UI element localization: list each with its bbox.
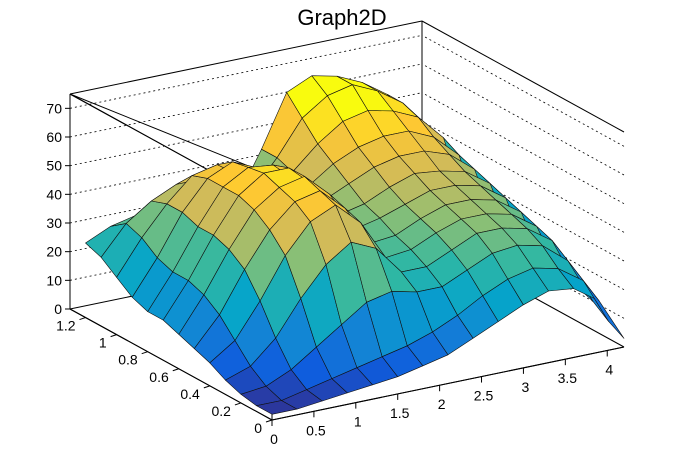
- x-tick-label: 0.5: [306, 422, 326, 438]
- y-tick-label: 0.6: [149, 369, 169, 385]
- z-grid-right: [421, 92, 625, 205]
- y-tick-label: 1.2: [56, 318, 76, 334]
- z-tick-label: 0: [54, 301, 62, 317]
- y-tick-label: 0.2: [211, 403, 231, 419]
- chart-title: Graph2D: [297, 5, 386, 30]
- z-tick-label: 70: [46, 100, 62, 116]
- z-grid-right: [421, 149, 625, 262]
- z-grid-right: [421, 120, 625, 233]
- x-tick-label: 0: [270, 431, 278, 447]
- z-tick-label: 30: [46, 215, 62, 231]
- z-tick-label: 40: [46, 186, 62, 202]
- right-top-edge: [421, 20, 625, 133]
- y-axis-line: [69, 308, 273, 421]
- y-tick-mark: [265, 419, 273, 423]
- x-tick-label: 1.5: [390, 405, 410, 421]
- z-grid-right: [421, 63, 625, 176]
- x-tick-label: 3.5: [558, 370, 578, 386]
- axis-ticks: 00.511.522.533.5400.20.40.60.811.2010203…: [46, 100, 613, 447]
- surface-mesh: [85, 75, 625, 415]
- x-tick-label: 3: [522, 379, 530, 395]
- z-grid-right: [421, 34, 625, 147]
- back-top-edge: [69, 20, 423, 95]
- z-tick-label: 60: [46, 129, 62, 145]
- y-tick-mark: [79, 317, 86, 321]
- z-tick-label: 10: [46, 272, 62, 288]
- z-tick-label: 20: [46, 244, 62, 260]
- y-tick-mark: [234, 402, 242, 406]
- x-tick-label: 2: [438, 396, 446, 412]
- x-tick-label: 4: [605, 361, 613, 377]
- y-tick-label: 0.8: [118, 352, 138, 368]
- y-tick-label: 0: [254, 420, 262, 436]
- y-tick-mark: [110, 334, 117, 338]
- z-tick-label: 50: [46, 158, 62, 174]
- surface-cell: [582, 280, 625, 339]
- y-tick-mark: [203, 385, 211, 389]
- y-tick-label: 1: [99, 335, 107, 351]
- y-tick-label: 0.4: [180, 386, 200, 402]
- x-tick-label: 1: [354, 414, 362, 430]
- y-tick-mark: [172, 368, 179, 372]
- x-tick-label: 2.5: [474, 388, 494, 404]
- y-tick-mark: [141, 351, 148, 355]
